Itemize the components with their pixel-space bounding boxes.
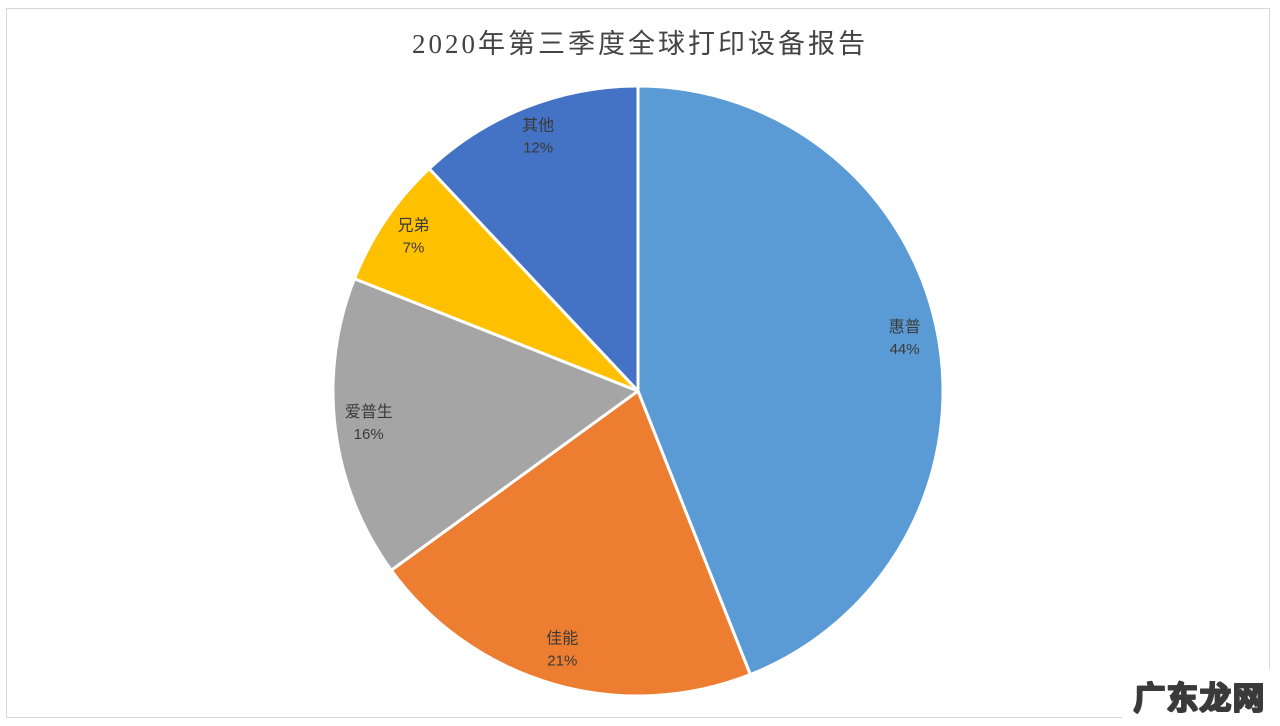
page-border: [6, 8, 1270, 718]
pie-slice-2: [389, 389, 752, 698]
watermark: 广东龙网: [1122, 669, 1276, 724]
pie-slice-label-5: 其他 12%: [522, 117, 554, 157]
pie-slice-4: [352, 167, 640, 393]
pie-slice-label-3: 爱普生 16%: [345, 403, 393, 443]
pie-slice-1: [636, 84, 945, 677]
chart-title: 2020年第三季度全球打印设备报告: [412, 29, 868, 59]
pie-slice-5: [427, 84, 640, 393]
pie-slice-label-4: 兄弟 7%: [397, 216, 429, 256]
pie-slice-3: [331, 277, 640, 572]
pie-slice-label-2: 佳能 21%: [546, 630, 578, 670]
pie-slice-label-1: 惠普 44%: [889, 318, 921, 358]
pie-chart: 惠普 44% 佳能 21% 爱普生 16% 兄弟 7% 其他 12%: [331, 84, 945, 698]
